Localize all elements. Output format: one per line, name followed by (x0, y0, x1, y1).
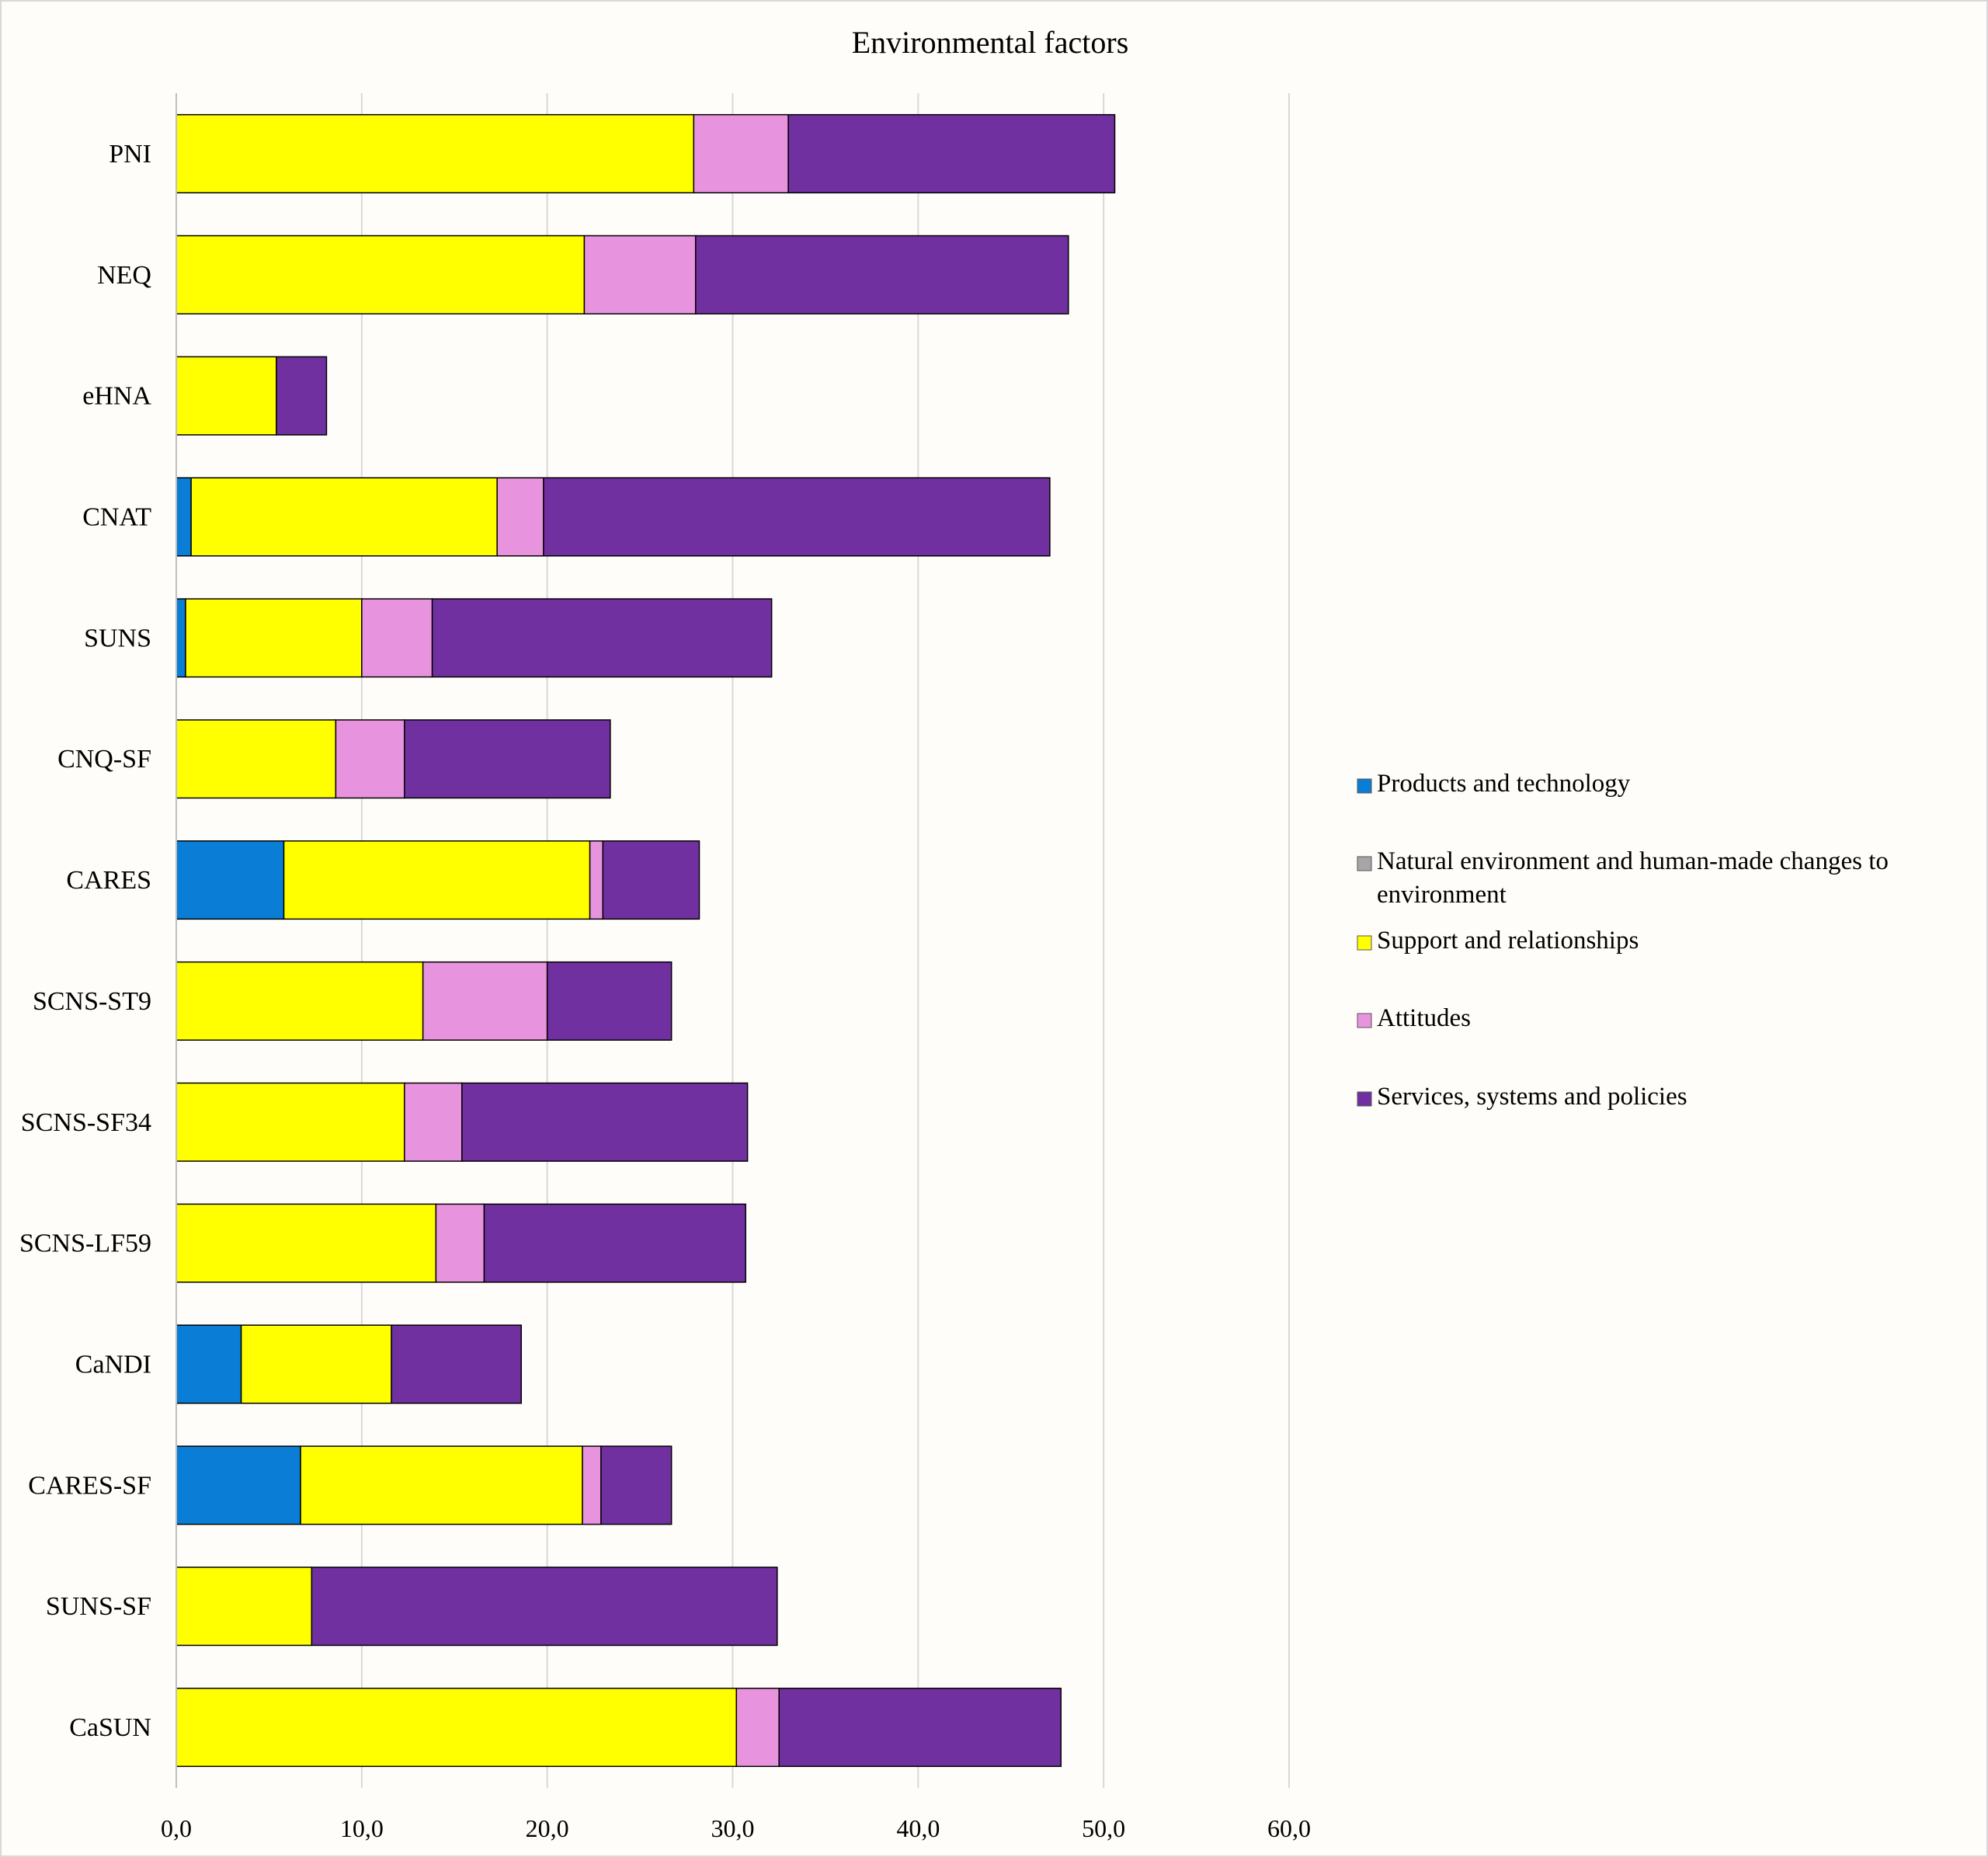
bar-segment (778, 1688, 1062, 1768)
legend-swatch (1357, 935, 1372, 951)
category-label: PNI (109, 140, 151, 169)
bar-segment (240, 1324, 392, 1404)
bar-segment (185, 598, 363, 678)
bar-segment (600, 1445, 673, 1525)
category-label: SCNS-LF59 (19, 1229, 151, 1258)
bar-segment (176, 961, 424, 1041)
bar-segment (404, 1082, 463, 1162)
category-label: SUNS-SF (46, 1592, 151, 1621)
bar-segment (176, 840, 285, 920)
bar-segment (694, 235, 1069, 315)
bar-segment (176, 113, 695, 193)
bar-segment (300, 1445, 583, 1525)
bar-segment (190, 477, 498, 557)
x-tick-label: 20,0 (526, 1814, 569, 1842)
category-label: eHNA (82, 382, 151, 411)
x-tick-label: 40,0 (896, 1814, 940, 1842)
bar-segment (176, 598, 186, 678)
category-label: SCNS-SF34 (21, 1108, 151, 1137)
bar-segment (361, 598, 433, 678)
bar-segment (735, 1688, 780, 1768)
category-label: SCNS-ST9 (33, 987, 151, 1016)
bars-layer (176, 113, 1116, 1768)
legend-label: Services, systems and policies (1377, 1083, 1687, 1111)
category-label: CaSUN (69, 1713, 151, 1742)
bar-segment (391, 1324, 522, 1404)
bar-segment (283, 840, 591, 920)
chart-title: Environmental factors (852, 25, 1129, 60)
bar-segment (422, 961, 548, 1041)
category-labels: PNI NEQ eHNA CNAT SUNS CNQ-SF CARES SCNS-ST9 SCN… (19, 140, 151, 1742)
category-label: CNAT (82, 503, 151, 532)
category-label: CNQ-SF (57, 745, 151, 774)
category-label: NEQ (97, 261, 151, 290)
category-label: CARES-SF (28, 1471, 151, 1500)
bar-segment (435, 1203, 485, 1283)
bar-segment (276, 356, 328, 436)
bar-segment (176, 719, 337, 799)
bar-segment (311, 1567, 778, 1647)
x-tick-label: 50,0 (1082, 1814, 1125, 1842)
bar-segment (176, 1445, 301, 1525)
bar-segment (176, 477, 192, 557)
bar-segment (461, 1082, 749, 1162)
legend-label: Natural environment and human-made chang… (1377, 847, 1889, 909)
bar-segment (787, 113, 1116, 193)
bar-segment (483, 1203, 746, 1283)
x-tick-label: 0,0 (161, 1814, 192, 1842)
category-label: CARES (66, 866, 151, 895)
bar-segment (176, 1567, 313, 1647)
bar-segment (176, 1688, 738, 1768)
legend-label: Support and relationships (1377, 927, 1639, 955)
bar-segment (602, 840, 700, 920)
legend-swatch (1357, 1091, 1372, 1107)
bar-segment (176, 1082, 405, 1162)
category-label: CaNDI (75, 1351, 151, 1379)
x-tick-label: 30,0 (711, 1814, 755, 1842)
bar-segment (693, 113, 789, 193)
bar-segment (404, 719, 611, 799)
bar-segment (546, 961, 673, 1041)
legend-swatch (1357, 856, 1372, 871)
bar-segment (176, 235, 586, 315)
bar-segment (543, 477, 1051, 557)
tick-labels: 0,0 10,0 20,0 30,0 40,0 50,0 60,0 (161, 1814, 1311, 1842)
category-label: SUNS (84, 624, 151, 652)
legend-label: Attitudes (1377, 1004, 1471, 1032)
legend-swatch (1357, 778, 1372, 794)
x-tick-label: 10,0 (340, 1814, 384, 1842)
legend: Products and technology Natural environme… (1357, 770, 1889, 1111)
grid-layer (360, 93, 1290, 1788)
bar-segment (176, 356, 277, 436)
x-tick-label: 60,0 (1267, 1814, 1311, 1842)
bar-segment (335, 719, 405, 799)
bar-segment (583, 235, 697, 315)
bar-segment (176, 1324, 242, 1404)
legend-label: Products and technology (1377, 770, 1631, 798)
bar-segment (589, 840, 604, 920)
bar-segment (496, 477, 544, 557)
bar-segment (582, 1445, 602, 1525)
bar-segment (176, 1203, 437, 1283)
legend-swatch (1357, 1013, 1372, 1028)
bar-segment (431, 598, 773, 678)
